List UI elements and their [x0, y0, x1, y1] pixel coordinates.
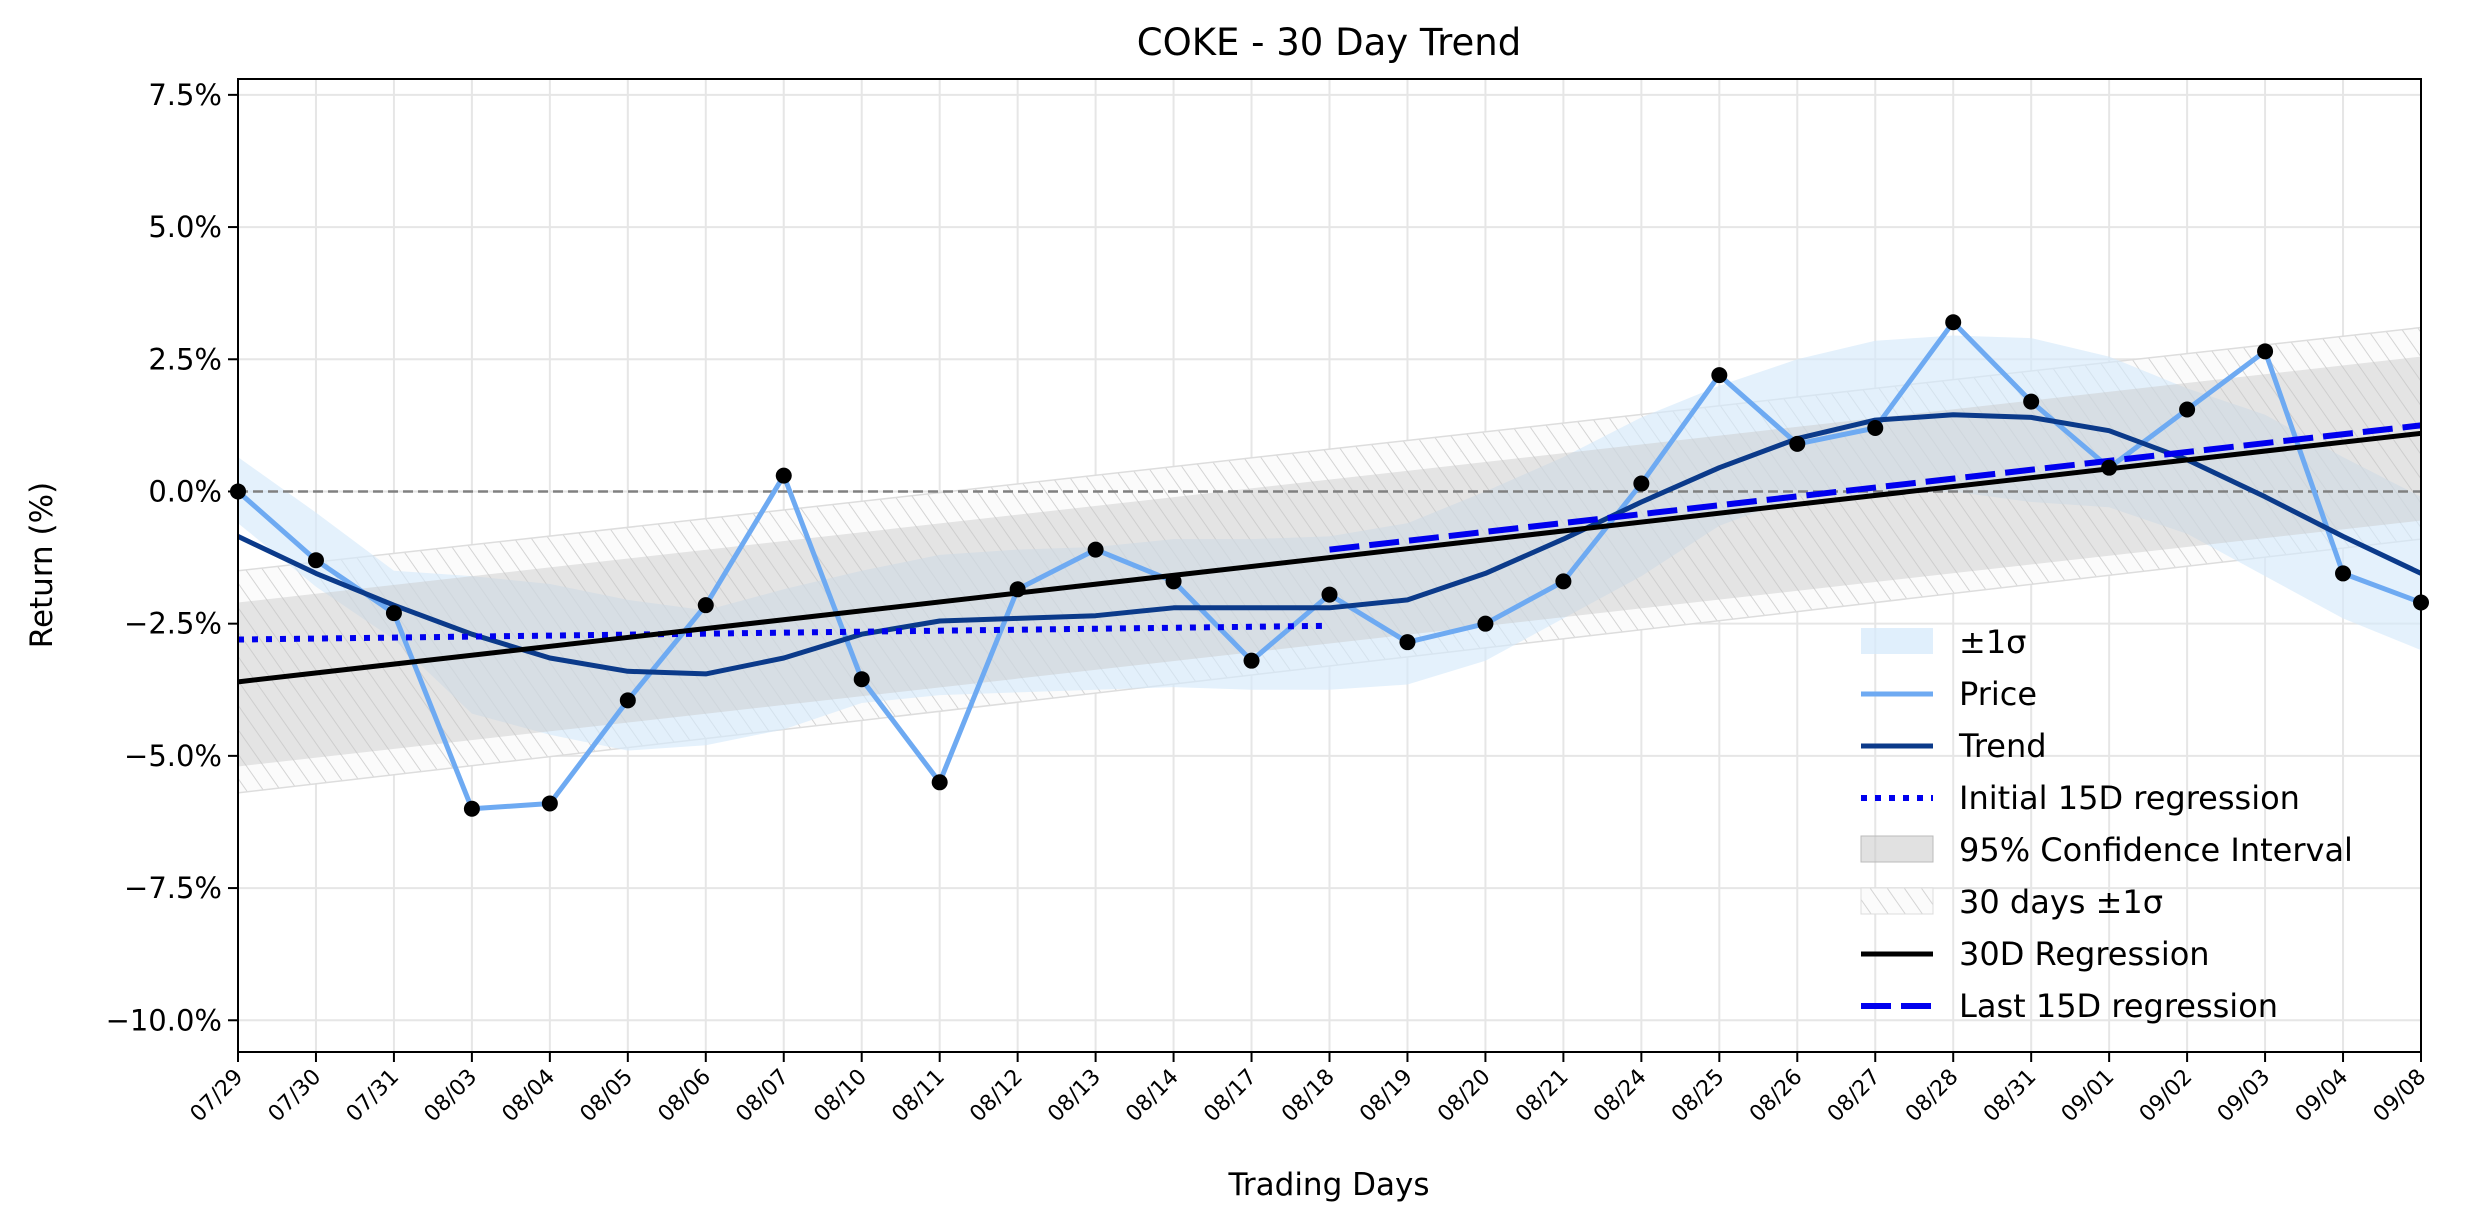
price-point	[1867, 420, 1884, 437]
legend: ±1σ Price Trend Initial 15D regression 95% C…	[1860, 623, 2353, 1025]
price-point	[1165, 573, 1182, 590]
x-axis-title: Trading Days	[1228, 1167, 1430, 1203]
price-point	[307, 552, 324, 569]
x-tick-label: 07/31	[342, 1065, 405, 1128]
x-tick-label: 08/04	[498, 1065, 561, 1128]
price-point	[1087, 541, 1104, 558]
price-point	[1633, 475, 1650, 492]
price-point	[1321, 586, 1338, 603]
x-tick-label: 08/10	[809, 1065, 872, 1128]
x-tick-label: 07/30	[264, 1065, 327, 1128]
price-point	[1789, 435, 1806, 452]
x-tick-label: 09/08	[2369, 1065, 2432, 1128]
y-tick-label: 2.5%	[148, 342, 222, 376]
y-tick-label: −7.5%	[124, 871, 222, 905]
x-tick-label: 08/07	[731, 1065, 794, 1128]
legend-swatch-30-days-sigma	[1860, 887, 1934, 915]
chart-title: COKE - 30 Day Trend	[1137, 21, 1521, 64]
price-point	[1243, 652, 1260, 669]
x-tick-label: 08/19	[1355, 1065, 1418, 1128]
y-axis-title: Return (%)	[24, 482, 60, 648]
y-tick-label: 5.0%	[148, 210, 222, 244]
series-lines	[238, 319, 2421, 812]
legend-label: ±1σ	[1959, 623, 2026, 661]
x-tick-label: 08/05	[576, 1065, 639, 1128]
legend-label: 30 days ±1σ	[1959, 883, 2163, 921]
price-point	[697, 597, 714, 614]
x-tick-label: 08/11	[887, 1065, 950, 1128]
y-tick-label: −5.0%	[124, 739, 222, 773]
x-tick-label: 09/02	[2135, 1065, 2198, 1128]
price-point	[1555, 573, 1572, 590]
legend-label: Trend	[1958, 727, 2047, 765]
x-tick-label: 08/06	[654, 1065, 717, 1128]
price-point	[2101, 459, 2118, 476]
x-tick-label: 08/13	[1043, 1065, 1106, 1128]
legend-label: Initial 15D regression	[1959, 779, 2300, 817]
x-axis: 07/29 07/30 07/31 08/03 08/04 08/05 08/06 08/07…	[186, 1052, 2432, 1128]
price-point	[2023, 393, 2040, 410]
price-point	[1399, 634, 1416, 651]
x-tick-label: 08/28	[1901, 1065, 1964, 1128]
price-point	[2257, 343, 2274, 360]
y-tick-label: 7.5%	[148, 78, 222, 112]
x-tick-label: 08/25	[1667, 1065, 1730, 1128]
series-line-last-15d-regression	[1329, 422, 2421, 553]
x-tick-label: 09/04	[2291, 1065, 2354, 1128]
x-tick-label: 09/03	[2213, 1065, 2276, 1128]
x-tick-label: 08/14	[1121, 1065, 1184, 1128]
band-sigma	[238, 335, 2421, 751]
legend-label: 95% Confidence Interval	[1959, 831, 2353, 869]
price-point	[619, 692, 636, 709]
x-tick-label: 07/29	[186, 1065, 249, 1128]
x-tick-label: 08/12	[965, 1065, 1028, 1128]
legend-label: Price	[1959, 675, 2037, 713]
y-tick-label: 0.0%	[148, 474, 222, 508]
series-line-30d-regression	[238, 430, 2421, 685]
price-point	[1477, 615, 1494, 632]
price-point	[385, 605, 402, 622]
price-point	[1009, 581, 1026, 598]
price-point	[1945, 314, 1962, 331]
x-tick-label: 08/20	[1433, 1065, 1496, 1128]
price-point	[1711, 367, 1728, 384]
x-tick-label: 08/18	[1277, 1065, 1340, 1128]
x-tick-label: 08/03	[420, 1065, 483, 1128]
legend-label: 30D Regression	[1959, 935, 2210, 973]
price-point	[853, 671, 870, 688]
price-point	[541, 795, 558, 812]
legend-swatch-confidence-interval	[1860, 835, 1934, 863]
band-confidence-interval	[238, 356, 2421, 767]
price-point	[931, 774, 948, 791]
price-point	[463, 800, 480, 817]
x-tick-label: 08/21	[1511, 1065, 1574, 1128]
price-point	[2179, 401, 2196, 418]
series-line-trend	[238, 412, 2421, 677]
y-axis: 7.5% 5.0% 2.5% 0.0% −2.5% −5.0% −7.5% −10.0%	[106, 78, 238, 1037]
price-point	[2335, 565, 2352, 582]
y-tick-label: −10.0%	[106, 1003, 222, 1037]
legend-label: Last 15D regression	[1959, 987, 2278, 1025]
price-point	[775, 467, 792, 484]
x-tick-label: 09/01	[2057, 1065, 2120, 1128]
x-tick-label: 08/24	[1589, 1065, 1652, 1128]
x-tick-label: 08/26	[1745, 1065, 1808, 1128]
x-tick-label: 08/27	[1823, 1065, 1886, 1128]
bands	[238, 326, 2421, 794]
y-tick-label: −2.5%	[124, 607, 222, 641]
legend-swatch-sigma	[1861, 628, 1933, 654]
x-tick-label: 08/31	[1979, 1065, 2042, 1128]
x-tick-label: 08/17	[1199, 1065, 1262, 1128]
